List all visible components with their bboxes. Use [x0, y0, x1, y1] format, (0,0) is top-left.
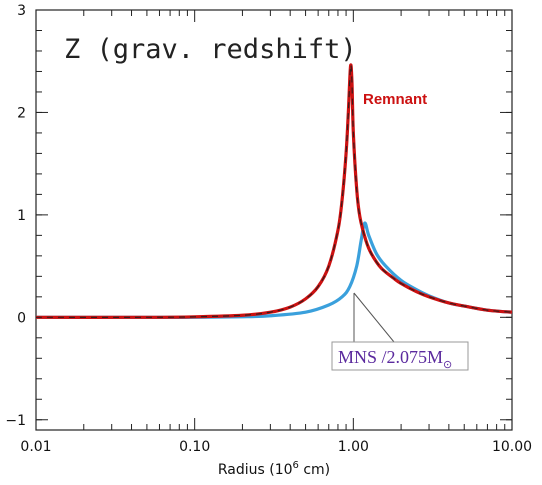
y-tick-label: 2 [17, 105, 26, 121]
mns-series-label: MNS /2.075M⊙ [338, 347, 452, 371]
y-tick-label: −1 [5, 413, 26, 429]
remnant-series-label: Remnant [363, 91, 427, 108]
x-axis-title: Radius (106 cm) [218, 460, 330, 478]
x-tick-label: 0.01 [20, 439, 51, 455]
x-tick-label: 10.00 [492, 439, 532, 455]
series-lines [35, 63, 513, 319]
mns-label-sub: ⊙ [443, 359, 452, 371]
y-tick-label: 3 [17, 3, 26, 19]
mns-label-box [331, 341, 469, 371]
mns-leader-line-1 [353, 292, 395, 343]
x-axis-title-sup: 6 [293, 460, 299, 471]
y-tick-label: 0 [17, 310, 26, 326]
axis-tick-labels: 0.01 0.10 1.00 10.00 −1 0 1 2 3 [5, 3, 532, 455]
x-tick-label: 0.10 [179, 439, 210, 455]
y-tick-label: 1 [17, 208, 26, 224]
mns-label-main: MNS /2.075M [338, 347, 443, 367]
remnant-dashed-overlay [35, 64, 513, 318]
plot-frame [35, 9, 513, 431]
x-axis-title-main: Radius (10 [218, 462, 293, 478]
chart-title: Z (grav. redshift) [64, 34, 357, 65]
x-tick-label: 1.00 [338, 439, 369, 455]
x-axis-title-tail: cm) [299, 462, 330, 478]
